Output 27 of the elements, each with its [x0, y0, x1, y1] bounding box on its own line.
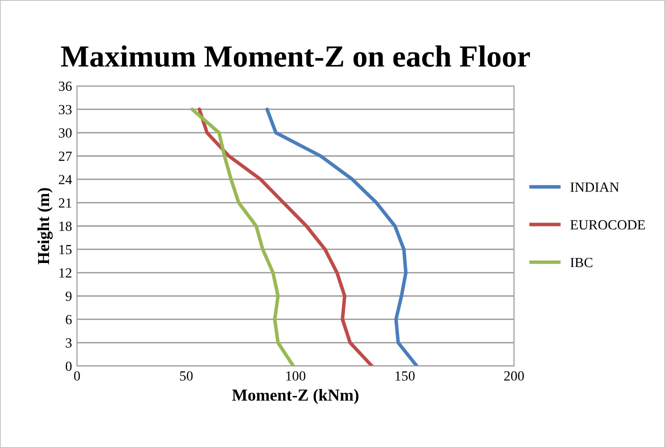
legend-label: EUROCODE [570, 220, 645, 230]
x-tick-label: 0 [74, 371, 80, 381]
y-tick-label: 24 [58, 174, 72, 184]
y-tick-label: 27 [58, 152, 72, 161]
x-axis-title: Moment-Z (kNm) [232, 389, 358, 404]
x-tick-label: 50 [180, 371, 193, 381]
x-tick-label: 150 [396, 371, 415, 381]
x-tick-label: 200 [504, 371, 524, 381]
y-tick-label: 15 [59, 244, 72, 254]
y-tick-label: 0 [66, 362, 72, 371]
chart-title: Maximum Moment-Z on each Floor [60, 45, 530, 67]
y-tick-label: 30 [58, 128, 72, 138]
legend-label: IBC [570, 258, 592, 268]
y-tick-label: 33 [58, 104, 72, 114]
y-tick-label: 6 [66, 314, 72, 324]
x-tick-label: 100 [286, 371, 306, 381]
y-tick-label: 3 [66, 338, 72, 348]
line-series [198, 108, 374, 366]
y-axis-title: Height (m) [37, 188, 53, 264]
y-tick-label: 12 [59, 268, 72, 278]
y-tick-label: 21 [58, 198, 72, 208]
y-tick-label: 36 [58, 82, 72, 91]
line-series [265, 108, 419, 366]
y-tick-label: 18 [59, 222, 72, 231]
legend-label: INDIAN [570, 182, 620, 192]
y-tick-label: 9 [66, 292, 72, 301]
line-series [190, 108, 296, 366]
